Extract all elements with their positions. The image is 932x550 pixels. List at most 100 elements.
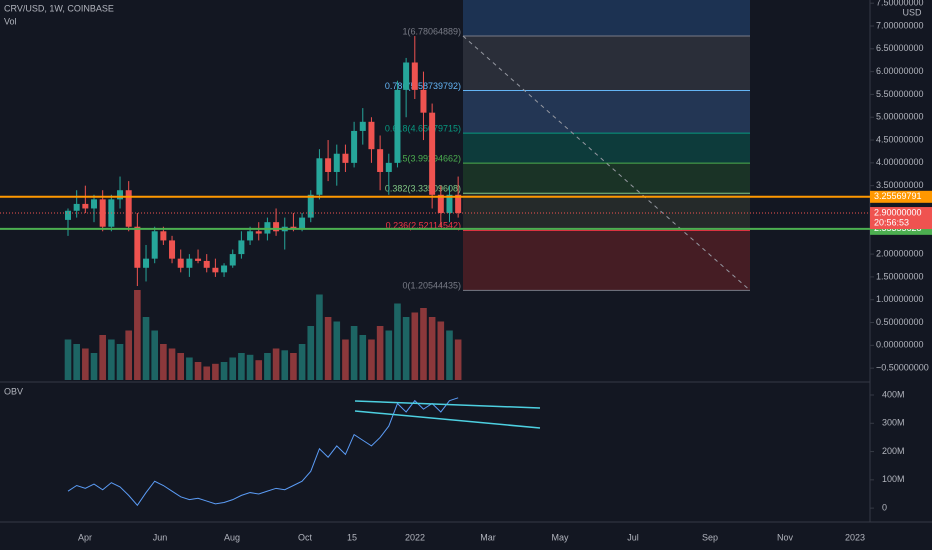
candle-body <box>143 258 150 268</box>
volume-bar <box>246 354 254 380</box>
candle-body <box>125 190 132 227</box>
time-label: 15 <box>347 532 357 542</box>
candle-body <box>351 130 358 163</box>
volume-bar <box>359 335 367 380</box>
volume-bar <box>186 357 193 380</box>
time-label: Jul <box>627 532 639 542</box>
volume-bar <box>73 344 80 380</box>
fib-band <box>463 163 750 194</box>
candle-body <box>247 231 254 241</box>
candle-body <box>333 153 340 172</box>
candle-body <box>212 267 219 273</box>
volume-bar <box>151 330 158 380</box>
fib-band <box>463 0 750 37</box>
volume-bar <box>420 308 427 380</box>
volume-bar <box>350 326 358 380</box>
volume-bar <box>212 363 219 380</box>
volume-bar <box>264 353 271 380</box>
fib-band <box>463 90 750 134</box>
obv-tick-label: 0 <box>882 502 887 512</box>
volume-bar <box>402 317 410 380</box>
candle-body <box>195 258 202 261</box>
trend-line <box>354 410 541 429</box>
volume-bar <box>411 312 419 380</box>
fib-band <box>463 193 750 231</box>
fib-label: 0(1.20544435) <box>402 281 461 291</box>
volume-bar <box>428 317 436 380</box>
candle-body <box>325 158 332 172</box>
time-label: May <box>551 532 569 542</box>
volume-bar <box>454 339 462 380</box>
volume-bar <box>376 326 384 380</box>
y-tick-label: 3.50000000 <box>876 180 924 190</box>
y-tick-label: 6.00000000 <box>876 66 924 76</box>
y-tick-label: 0.50000000 <box>876 317 924 327</box>
volume-bar <box>90 353 98 380</box>
candle-body <box>299 217 306 230</box>
volume-bar <box>125 330 132 380</box>
candle-body <box>255 231 262 234</box>
candle-body <box>169 240 176 259</box>
last-price-badge <box>870 207 932 230</box>
fib-label: 1(6.78064889) <box>402 26 461 36</box>
time-label: Oct <box>298 532 313 542</box>
volume-bar <box>446 330 453 380</box>
candle-body <box>455 194 462 214</box>
y-tick-label: 7.00000000 <box>876 20 924 30</box>
y-tick-label: 4.50000000 <box>876 134 924 144</box>
y-tick-label: 1.50000000 <box>876 271 924 281</box>
candle-body <box>429 112 436 195</box>
fib-label: 0.5(3.99294662) <box>395 154 461 164</box>
obv-tick-label: 400M <box>882 389 905 399</box>
candle-body <box>359 121 366 131</box>
candle-body <box>177 258 184 268</box>
candle-body <box>437 194 444 214</box>
candle-body <box>342 153 349 163</box>
candle-body <box>411 62 418 90</box>
volume-bar <box>298 344 306 380</box>
y-tick-label: 1.00000000 <box>876 294 924 304</box>
volume-bar <box>134 290 141 380</box>
fib-band <box>463 230 750 291</box>
y-tick-label: 4.00000000 <box>876 157 924 167</box>
candle-body <box>91 199 98 209</box>
candle-body <box>377 149 384 172</box>
volume-bar <box>272 348 280 380</box>
y-tick-label: 2.00000000 <box>876 248 924 258</box>
candle-body <box>221 265 228 273</box>
volume-bar <box>394 303 401 380</box>
volume-bar <box>116 344 124 380</box>
price-badge <box>870 190 932 203</box>
candle-body <box>160 231 167 241</box>
candle-body <box>307 194 314 218</box>
y-tick-label: 7.50000000 <box>876 0 924 8</box>
candle-body <box>446 194 453 214</box>
volume-bar <box>290 353 297 380</box>
volume-bar <box>342 339 349 380</box>
volume-bar <box>229 357 237 380</box>
volume-bar <box>333 321 341 380</box>
candle-body <box>229 254 236 266</box>
fib-label: 0.382(3.33509608) <box>385 184 461 194</box>
volume-bar <box>108 339 115 380</box>
volume-bar <box>368 339 375 380</box>
candle-body <box>151 231 158 259</box>
volume-bar <box>255 360 263 380</box>
volume-bar <box>437 321 445 380</box>
y-tick-label: 6.50000000 <box>876 43 924 53</box>
y-tick-label: 5.50000000 <box>876 89 924 99</box>
candle-body <box>316 158 323 195</box>
volume-bar <box>194 362 202 380</box>
fib-tool: 1(6.78064889) 0.786(5.58739792) 0.618(4.65… <box>385 0 751 291</box>
volume-bar <box>220 362 228 380</box>
obv-tick-label: 300M <box>882 418 905 428</box>
volume-bar <box>316 294 323 380</box>
candle-body <box>117 190 124 200</box>
candle-body <box>134 226 141 268</box>
volume-bar <box>385 330 393 380</box>
time-label: Mar <box>480 532 496 542</box>
volume-label: Vol <box>4 16 17 26</box>
candle-body <box>73 203 80 211</box>
trend-line <box>354 400 541 409</box>
last-price-label: 2.90000000 <box>874 207 922 217</box>
